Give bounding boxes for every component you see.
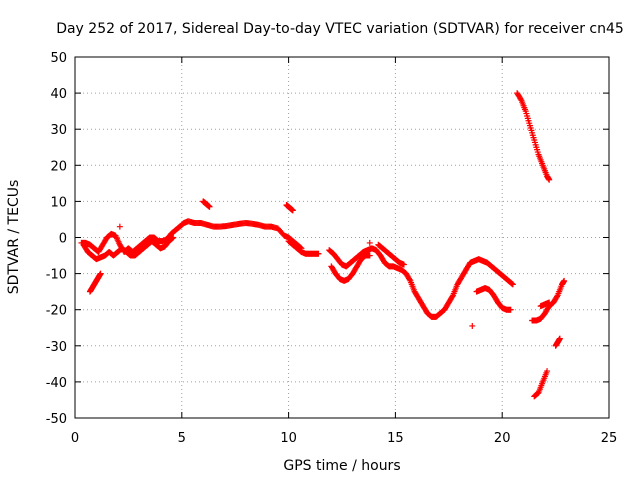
data-point	[469, 322, 476, 329]
x-tick-label: 10	[280, 431, 297, 446]
chart-title: Day 252 of 2017, Sidereal Day-to-day VTE…	[56, 21, 624, 37]
x-tick-label: 0	[71, 431, 79, 446]
data-point	[517, 96, 524, 103]
y-tick-label: -10	[46, 268, 67, 283]
x-tick-label: 5	[178, 431, 186, 446]
y-tick-label: 30	[50, 123, 67, 138]
y-tick-label: 10	[50, 195, 67, 210]
y-tick-label: 50	[50, 51, 67, 66]
y-tick-label: -50	[46, 412, 67, 427]
data-point	[507, 306, 514, 313]
data-point	[449, 293, 456, 300]
data-point	[170, 234, 177, 241]
data-point	[289, 207, 296, 214]
data-point	[561, 277, 568, 284]
data-point	[97, 270, 104, 277]
x-tick-label: 25	[601, 431, 618, 446]
data-point	[554, 293, 561, 300]
data-points	[78, 90, 568, 400]
data-point	[546, 176, 553, 183]
x-tick-label: 20	[494, 431, 511, 446]
data-point	[366, 252, 373, 259]
y-tick-label: -30	[46, 340, 67, 355]
plot-frame	[74, 56, 610, 419]
data-point	[169, 235, 176, 242]
y-tick-label: 0	[59, 232, 67, 247]
data-point	[116, 223, 123, 230]
x-axis-label: GPS time / hours	[283, 458, 400, 474]
x-tick-labels: 0 5 10 15 20 25	[71, 431, 617, 446]
y-tick-label: -20	[46, 304, 67, 319]
y-tick-label: -40	[46, 376, 67, 391]
data-point	[544, 368, 551, 375]
data-point	[406, 276, 413, 283]
data-point	[509, 281, 516, 288]
y-tick-labels: -50 -40 -30 -20 -10 0 10 20 30 40 50	[46, 51, 67, 427]
y-tick-label: 20	[50, 159, 67, 174]
x-tick-label: 15	[387, 431, 404, 446]
data-point	[366, 239, 373, 246]
y-axis-label: SDTVAR / TECUs	[6, 180, 22, 295]
y-tick-label: 40	[50, 87, 67, 102]
data-point	[546, 299, 553, 306]
data-point	[315, 250, 322, 257]
data-point	[400, 261, 407, 268]
data-point	[556, 335, 563, 342]
data-point	[206, 203, 213, 210]
data-point	[509, 280, 516, 287]
